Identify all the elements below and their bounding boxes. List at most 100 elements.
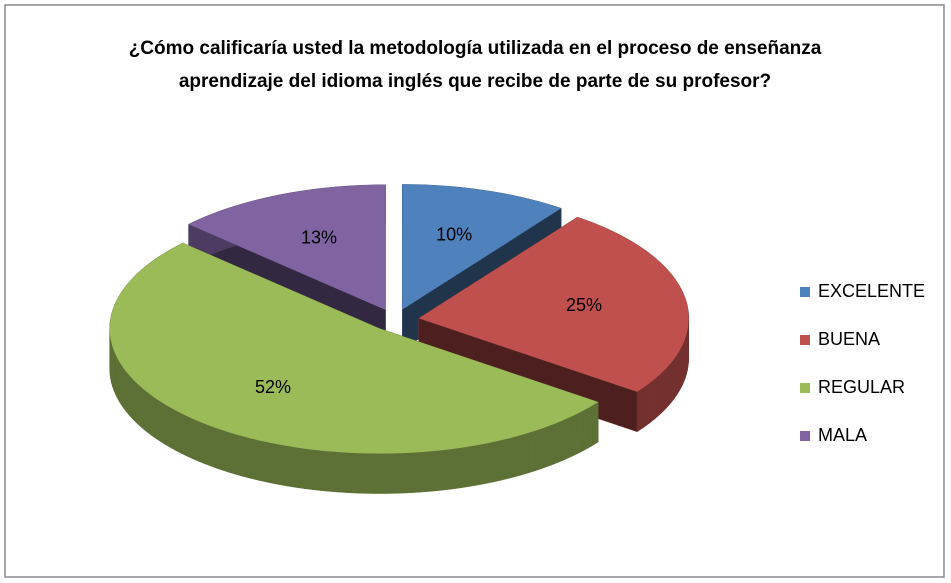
- side-face: [454, 447, 464, 489]
- side-face: [216, 428, 224, 471]
- side-face: [654, 375, 659, 420]
- side-face: [115, 353, 118, 398]
- pie-slice: [109, 243, 599, 454]
- side-face: [204, 423, 211, 467]
- side-face: [126, 371, 130, 417]
- side-face: [280, 444, 289, 487]
- side-face: [118, 360, 122, 406]
- side-face: [541, 425, 549, 469]
- pie-slice: [402, 184, 562, 310]
- side-face: [139, 385, 144, 430]
- legend-label: REGULAR: [818, 377, 905, 397]
- side-face: [582, 407, 589, 452]
- data-label: 10%: [436, 224, 472, 244]
- side-face: [514, 434, 522, 478]
- side-face: [272, 443, 281, 486]
- side-face: [210, 425, 218, 469]
- side-face: [439, 449, 448, 491]
- side-face: [236, 434, 245, 477]
- side-face: [123, 367, 127, 413]
- side-face: [151, 394, 157, 440]
- side-face: [547, 423, 555, 467]
- side-face: [318, 450, 328, 492]
- side-face: [250, 438, 259, 481]
- side-face: [521, 432, 529, 476]
- side-face: [664, 365, 669, 410]
- side-face: [143, 388, 148, 433]
- legend-label: EXCELENTE: [818, 281, 925, 301]
- side-face: [528, 430, 536, 474]
- side-face: [192, 418, 199, 462]
- side-face: [415, 451, 424, 493]
- side-face: [673, 354, 677, 400]
- side-face: [492, 440, 501, 483]
- side-face: [477, 443, 486, 486]
- legend-swatch: [800, 287, 810, 297]
- side-face: [680, 344, 683, 389]
- side-face: [374, 453, 384, 494]
- side-face: [121, 364, 125, 410]
- pie-slice: [418, 217, 689, 392]
- side-face: [636, 388, 642, 433]
- side-face: [147, 391, 152, 436]
- side-face: [243, 436, 252, 479]
- side-face: [265, 441, 274, 484]
- side-face: [366, 453, 376, 494]
- data-label: 25%: [566, 295, 602, 315]
- side-face: [155, 398, 161, 443]
- legend-label: BUENA: [818, 329, 880, 349]
- side-face: [303, 448, 312, 490]
- side-face: [135, 381, 140, 427]
- legend-swatch: [800, 383, 810, 393]
- side-face: [560, 418, 567, 462]
- side-face: [641, 385, 647, 430]
- side-face: [661, 368, 666, 414]
- side-face: [198, 420, 205, 465]
- side-face: [645, 381, 651, 427]
- legend-label: MALA: [818, 425, 867, 445]
- side-face: [423, 450, 432, 493]
- side-face: [326, 450, 336, 493]
- legend-swatch: [800, 335, 810, 345]
- side-face: [399, 452, 408, 494]
- side-face: [258, 439, 266, 483]
- side-face: [431, 450, 440, 492]
- side-face: [116, 357, 120, 402]
- side-face: [358, 452, 368, 494]
- side-face: [223, 430, 231, 474]
- side-face: [553, 421, 561, 465]
- side-face: [447, 448, 456, 490]
- pie-slice: [188, 184, 386, 310]
- side-face: [485, 441, 494, 484]
- side-face: [407, 452, 416, 494]
- data-label: 52%: [255, 377, 291, 397]
- side-face: [383, 453, 392, 494]
- data-label: 13%: [301, 227, 337, 247]
- side-face: [170, 407, 177, 451]
- side-face: [160, 401, 166, 446]
- side-face: [342, 452, 352, 494]
- side-face: [500, 438, 508, 481]
- side-face: [186, 415, 193, 460]
- side-face: [230, 432, 238, 476]
- side-face: [676, 351, 679, 397]
- side-face: [577, 410, 584, 455]
- side-face: [650, 378, 655, 423]
- side-face: [678, 347, 682, 393]
- side-face: [462, 445, 471, 488]
- side-face: [668, 361, 672, 407]
- side-face: [507, 436, 515, 480]
- side-face: [670, 358, 675, 404]
- side-face: [129, 374, 133, 420]
- side-face: [391, 452, 400, 494]
- side-face: [287, 445, 296, 488]
- side-face: [534, 428, 542, 472]
- side-face: [571, 413, 578, 457]
- side-face: [310, 449, 320, 491]
- side-face: [350, 452, 360, 494]
- side-face: [132, 378, 137, 423]
- side-face: [180, 412, 188, 457]
- side-face: [470, 444, 479, 487]
- side-face: [565, 415, 573, 460]
